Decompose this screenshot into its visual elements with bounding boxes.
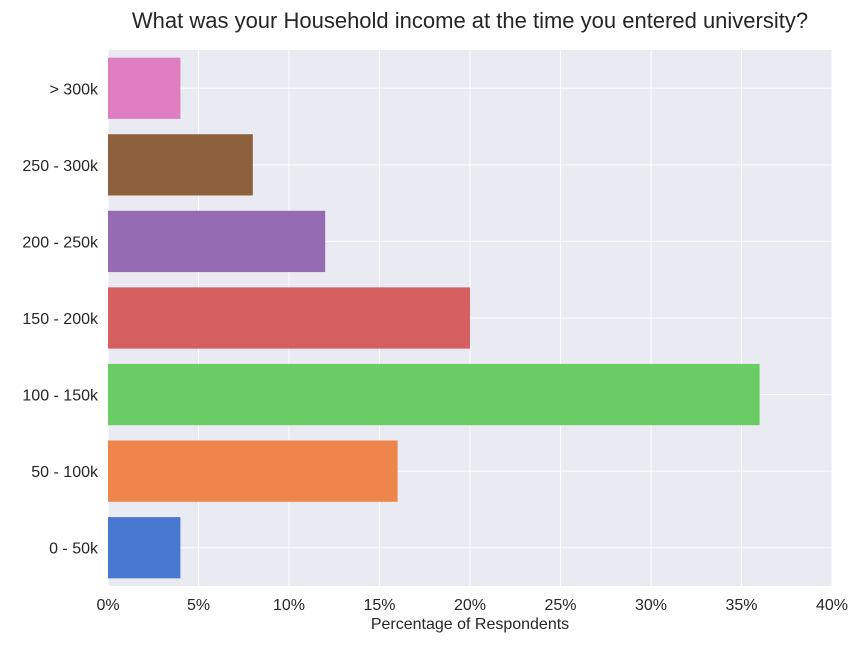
x-tick-label: 20%: [454, 597, 486, 614]
x-tick-label: 35%: [725, 597, 757, 614]
y-tick-labels: 0 - 50k 50 - 100k 100 - 150k 150 - 200k 200 …: [22, 81, 99, 557]
x-tick-label: 25%: [544, 597, 576, 614]
bar-150-200k: [108, 287, 470, 349]
bar-300k: [108, 57, 181, 119]
y-tick-label: 150 - 200k: [22, 311, 99, 328]
y-tick-label: 0 - 50k: [49, 541, 99, 558]
x-tick-label: 0%: [96, 597, 119, 614]
x-axis-label: Percentage of Respondents: [370, 616, 570, 633]
y-tick-label: 200 - 250k: [22, 234, 99, 251]
x-tick-label: 15%: [363, 597, 395, 614]
chart-title: What was your Household income at the ti…: [131, 8, 809, 33]
bar-100-150k: [108, 363, 760, 426]
x-tick-label: 10%: [273, 597, 305, 614]
y-tick-label: 100 - 150k: [22, 388, 99, 405]
bars: [108, 57, 760, 579]
y-tick-label: 250 - 300k: [22, 158, 99, 175]
x-tick-label: 5%: [187, 597, 210, 614]
bar-200-250k: [108, 210, 326, 273]
x-tick-label: 30%: [635, 597, 667, 614]
bar-50-100k: [108, 440, 398, 502]
bar-250-300k: [108, 134, 253, 196]
y-tick-label: > 300k: [50, 81, 99, 98]
x-tick-labels: 0% 5% 10% 15% 20% 25% 30% 35% 40%: [96, 597, 848, 614]
bar-0-50k: [108, 517, 181, 579]
x-tick-label: 40%: [816, 597, 848, 614]
y-tick-label: 50 - 100k: [31, 464, 99, 481]
